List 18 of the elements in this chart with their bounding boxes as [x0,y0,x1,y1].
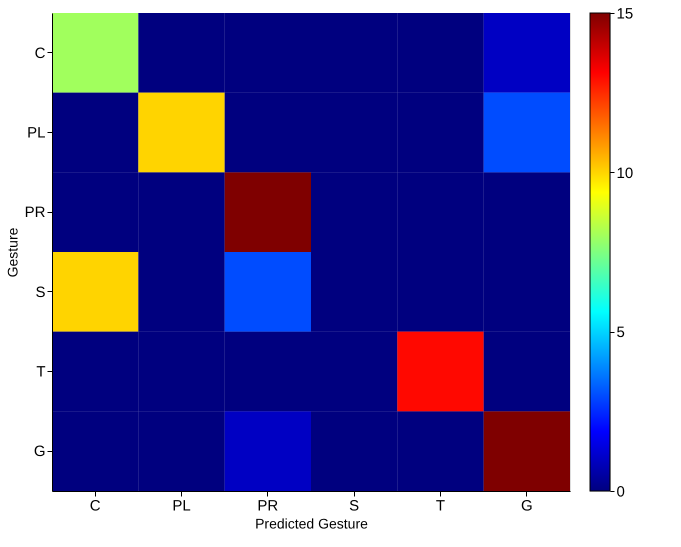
y-tick-label: PR [24,204,46,222]
x-tick-label: S [349,498,360,514]
y-tick-label: S [35,284,46,301]
x-tick-label: PL [172,498,191,514]
x-axis-title: Predicted Gesture [255,516,368,532]
x-tick-label: G [520,498,533,514]
y-tick-label: PL [27,124,46,142]
x-tick-label: C [90,498,101,514]
color-bar-label: 10 [616,164,634,182]
color-bar-label: 15 [616,6,634,22]
y-tick-label: C [34,44,46,62]
y-axis-title: Gesture [4,227,21,278]
x-tick-label: PR [257,498,278,514]
y-tick-label: G [34,443,46,460]
color-bar-label: 0 [616,484,625,500]
x-tick-label: T [436,498,446,514]
color-bar-label: 5 [616,324,625,342]
y-tick-label: T [36,364,46,380]
